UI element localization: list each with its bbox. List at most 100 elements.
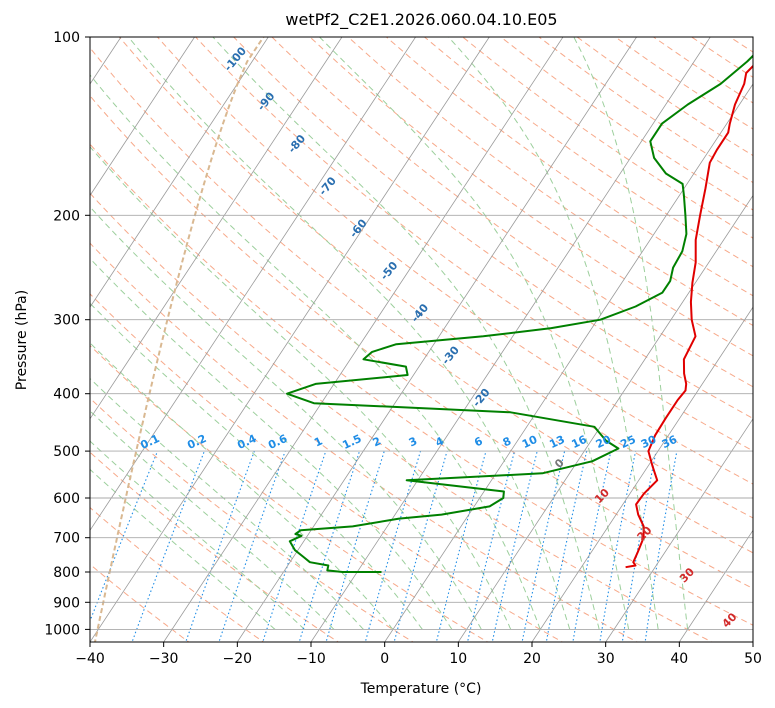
y-tick-label: 300 bbox=[53, 313, 80, 329]
moist-adiabat-line bbox=[90, 257, 453, 630]
dry-adiabat-line bbox=[93, 37, 265, 642]
dry-adiabat-line bbox=[615, 37, 753, 130]
isotherm-line bbox=[90, 37, 490, 642]
isotherm-line bbox=[163, 37, 564, 642]
isotherm-line bbox=[457, 194, 753, 642]
mixing-ratio-label: 1.5 bbox=[340, 432, 363, 452]
mixing-ratio-line bbox=[262, 450, 327, 642]
mixing-ratio-label: 16 bbox=[570, 433, 590, 451]
mixing-ratio-label: 20 bbox=[594, 433, 614, 451]
mixing-ratio-line bbox=[572, 450, 612, 642]
dry-adiabat-line bbox=[118, 37, 753, 519]
moist-adiabat-line bbox=[90, 410, 335, 630]
y-tick-label: 200 bbox=[53, 208, 80, 224]
moist-adiabat-line bbox=[448, 37, 659, 630]
mixing-ratio-label: 1 bbox=[312, 434, 324, 449]
mixing-ratio-line bbox=[521, 450, 566, 642]
x-tick-label: 10 bbox=[449, 651, 467, 667]
x-axis: −40 −30 −20 −10 0 10 20 30 40 50 bbox=[75, 642, 762, 667]
moist-adiabat-line bbox=[212, 37, 600, 630]
dry-adiabat-line bbox=[195, 37, 753, 452]
y-tick-label: 400 bbox=[53, 387, 80, 403]
x-tick-label: −10 bbox=[296, 651, 326, 667]
moist-adiabat-label: 20 bbox=[635, 523, 655, 543]
isotherm-line bbox=[384, 83, 753, 642]
moist-adiabat-label: 30 bbox=[677, 565, 697, 585]
moist-adiabat-line bbox=[90, 440, 305, 630]
dry-adiabat-label: -100 bbox=[221, 44, 249, 74]
mixing-ratio-label: 0.4 bbox=[235, 432, 258, 452]
profile-series bbox=[286, 54, 753, 573]
isotherm-line bbox=[310, 37, 711, 642]
isotherm-line bbox=[531, 306, 753, 642]
dry-adiabat-label: -80 bbox=[285, 132, 308, 156]
dry-adiabat-line bbox=[424, 37, 753, 268]
moist-adiabat-line bbox=[319, 37, 630, 630]
dry-adiabat-label: -70 bbox=[316, 174, 339, 198]
dry-adiabat-label: -60 bbox=[347, 216, 370, 240]
moist-adiabat-line bbox=[90, 468, 276, 630]
y-tick-label: 600 bbox=[53, 491, 80, 507]
dry-adiabat-label: -20 bbox=[470, 386, 493, 410]
mixing-ratio-line bbox=[325, 450, 385, 642]
mixing-ratio-label: 0.6 bbox=[266, 432, 289, 452]
dry-adiabat-line bbox=[309, 37, 753, 357]
moist-adiabat-label: 40 bbox=[720, 610, 740, 630]
x-tick-label: 30 bbox=[597, 651, 615, 667]
mixing-ratio-line bbox=[545, 450, 588, 642]
x-tick-label: 40 bbox=[670, 651, 688, 667]
moist-adiabat-line bbox=[90, 302, 423, 630]
mixing-ratio-line bbox=[185, 450, 255, 642]
dry-adiabat-line bbox=[157, 37, 753, 485]
y-tick-label: 700 bbox=[53, 531, 80, 547]
isotherm-line bbox=[605, 418, 753, 642]
x-tick-label: −40 bbox=[75, 651, 105, 667]
chart-title: wetPf2_C2E1.2026.060.04.10.E05 bbox=[285, 10, 558, 29]
moist-adiabat-line bbox=[90, 206, 482, 630]
isotherm-line bbox=[90, 37, 416, 532]
mixing-ratio-line bbox=[393, 450, 448, 642]
mixing-ratio-label: 8 bbox=[501, 434, 513, 449]
moist-adiabat-line bbox=[573, 37, 689, 630]
x-tick-label: 50 bbox=[744, 651, 762, 667]
y-tick-label: 100 bbox=[53, 30, 80, 46]
mixing-ratio-label: 0.1 bbox=[138, 432, 161, 452]
mixing-ratio-line bbox=[131, 450, 205, 642]
dry-adiabat-line bbox=[576, 37, 753, 157]
mixing-ratio-line bbox=[218, 450, 286, 642]
y-tick-label: 900 bbox=[53, 595, 80, 611]
mixing-ratio-label: 30 bbox=[639, 433, 659, 451]
plot-frame bbox=[89, 36, 754, 643]
dry-adiabat-label: -50 bbox=[378, 259, 401, 283]
mixing-ratio-line bbox=[298, 450, 361, 642]
dry-adiabat-line bbox=[691, 37, 753, 78]
isopleth-labels: -100-90-80-70-60-50-40-30-200102030400.1… bbox=[138, 44, 739, 630]
y-axis: 100 200 300 400 500 600 700 800 900 1000 bbox=[44, 30, 90, 638]
mixing-ratio-label: 2 bbox=[371, 434, 383, 449]
mixing-ratio-line bbox=[90, 450, 159, 623]
dry-adiabat-label: -40 bbox=[408, 301, 431, 325]
dry-adiabat-label: -90 bbox=[255, 89, 278, 113]
dry-adiabat-line bbox=[90, 451, 340, 642]
moist-adiabat-line bbox=[90, 145, 512, 630]
x-tick-label: 20 bbox=[523, 651, 541, 667]
isotherm-line bbox=[236, 37, 637, 642]
mixing-ratio-line bbox=[435, 450, 487, 642]
mixing-ratio-label: 3 bbox=[407, 434, 419, 449]
mixing-ratio-label: 10 bbox=[520, 433, 540, 451]
isotherm-line bbox=[90, 37, 269, 308]
x-tick-label: 0 bbox=[380, 651, 389, 667]
isotherm-line bbox=[90, 37, 343, 420]
dry-adiabat-line bbox=[90, 397, 414, 642]
mixing-ratio-label: 36 bbox=[660, 433, 680, 451]
mixing-ratio-line bbox=[599, 450, 637, 642]
dry-adiabat-label: -30 bbox=[439, 343, 462, 367]
y-tick-label: 1000 bbox=[44, 622, 80, 638]
dewpoint-profile-line bbox=[286, 54, 753, 573]
dry-adiabat-line bbox=[90, 95, 753, 590]
y-tick-label: 500 bbox=[53, 444, 80, 460]
mixing-ratio-label: 25 bbox=[618, 433, 637, 451]
mixing-ratio-line bbox=[491, 450, 538, 642]
moist-adiabat-label: 10 bbox=[592, 486, 612, 506]
